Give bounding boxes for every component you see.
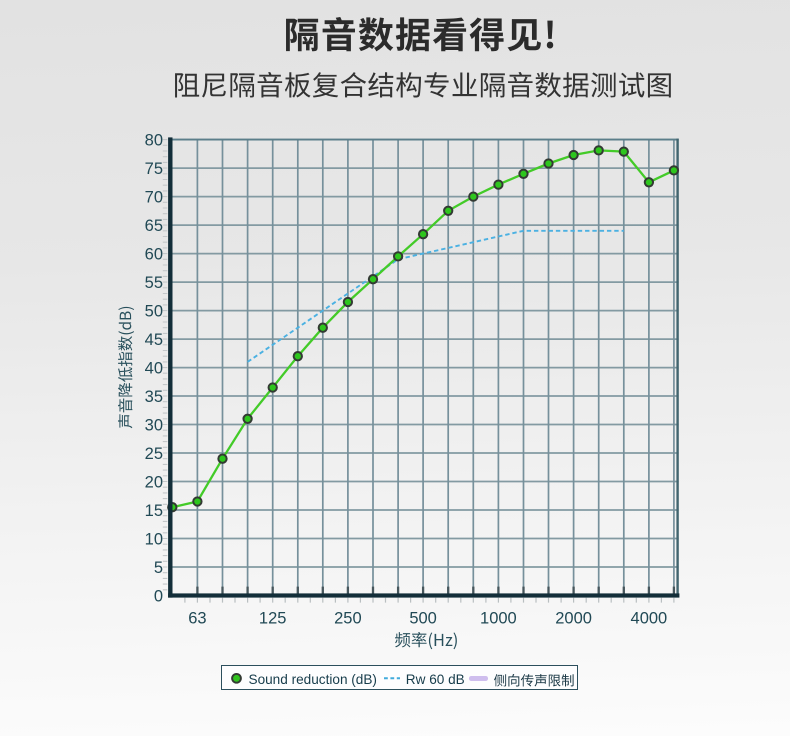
svg-text:0: 0 bbox=[154, 587, 163, 605]
svg-text:2000: 2000 bbox=[555, 610, 592, 628]
svg-text:5: 5 bbox=[154, 559, 163, 577]
svg-text:40: 40 bbox=[145, 359, 163, 377]
svg-text:30: 30 bbox=[145, 416, 163, 434]
svg-text:25: 25 bbox=[145, 445, 163, 463]
svg-text:500: 500 bbox=[409, 610, 437, 628]
svg-text:20: 20 bbox=[145, 473, 163, 491]
svg-text:1000: 1000 bbox=[480, 610, 517, 628]
svg-text:70: 70 bbox=[145, 189, 163, 207]
svg-text:75: 75 bbox=[145, 160, 163, 178]
svg-text:10: 10 bbox=[145, 530, 163, 548]
svg-text:35: 35 bbox=[145, 388, 163, 406]
svg-text:4000: 4000 bbox=[631, 610, 668, 628]
svg-text:15: 15 bbox=[145, 502, 163, 520]
svg-text:65: 65 bbox=[145, 217, 163, 235]
svg-text:50: 50 bbox=[145, 303, 163, 321]
svg-text:250: 250 bbox=[334, 610, 362, 628]
svg-text:125: 125 bbox=[259, 610, 287, 628]
svg-text:80: 80 bbox=[145, 132, 163, 150]
svg-text:55: 55 bbox=[145, 274, 163, 292]
svg-text:60: 60 bbox=[145, 246, 163, 264]
svg-text:45: 45 bbox=[145, 331, 163, 349]
svg-text:63: 63 bbox=[188, 610, 206, 628]
